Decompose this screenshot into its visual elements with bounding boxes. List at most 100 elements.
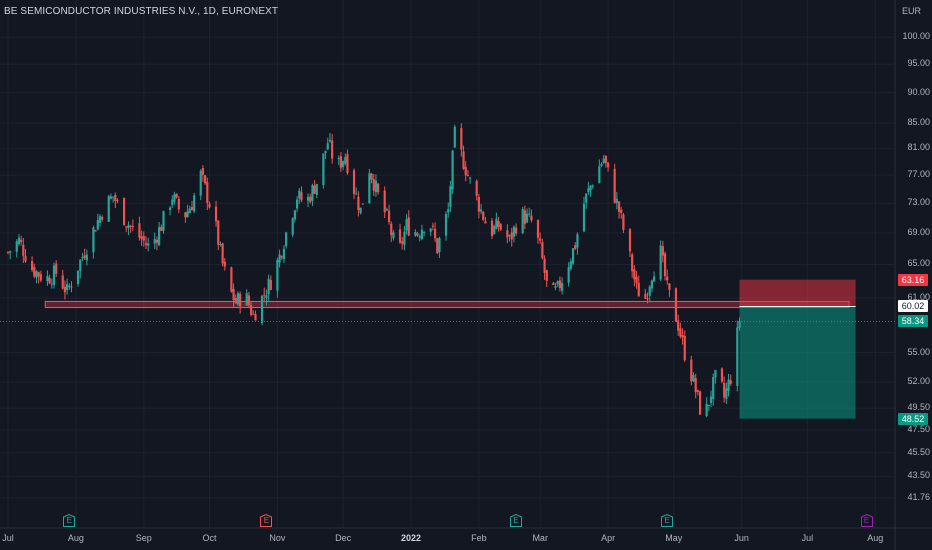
candle-body (24, 256, 27, 262)
candle-body (604, 155, 608, 164)
candle (22, 237, 25, 264)
candle-body (219, 243, 222, 245)
candle (598, 159, 601, 184)
candle-body (637, 282, 640, 297)
candle-body (431, 225, 434, 227)
candle (70, 281, 73, 293)
candle-body (543, 258, 546, 273)
candle (490, 218, 494, 240)
x-tick-label: Apr (601, 533, 616, 543)
earnings-marker-icon[interactable]: E (63, 514, 76, 527)
candle (466, 170, 470, 177)
candle-body (617, 201, 621, 212)
candle-body (254, 314, 257, 321)
candle (705, 397, 708, 418)
candle (495, 212, 498, 230)
candle-body (368, 173, 371, 204)
candle (265, 289, 268, 306)
candle-body (469, 177, 472, 179)
candle-body (328, 139, 332, 142)
candle (280, 255, 283, 260)
candle-body (359, 207, 362, 214)
candle-body (416, 233, 419, 236)
candle (591, 184, 594, 190)
candle-body (355, 193, 358, 195)
candle (536, 219, 540, 244)
candle-body (460, 128, 463, 150)
candle-body (76, 270, 80, 284)
price-badge: 63.16 (898, 273, 928, 286)
candle (37, 271, 40, 284)
candle (122, 197, 126, 226)
candle (423, 231, 426, 237)
candle-body (582, 203, 586, 232)
candle-body (433, 228, 437, 239)
candle-body (155, 239, 159, 243)
candle (92, 225, 95, 259)
y-tick-label: 41.76 (907, 491, 930, 502)
candle (374, 174, 378, 197)
candle (648, 284, 651, 303)
candle (79, 259, 82, 279)
candle-body (561, 282, 564, 291)
earnings-marker-icon[interactable]: E (860, 514, 873, 527)
candle (567, 262, 570, 287)
candle-body (142, 236, 145, 241)
price-badge: 48.52 (898, 412, 928, 425)
candle (604, 155, 608, 168)
candle-body (186, 211, 189, 217)
candle-body (206, 181, 209, 203)
earnings-marker-icon[interactable]: E (260, 514, 273, 527)
candle-body (6, 252, 10, 254)
candle-body (177, 199, 180, 210)
candle-body (387, 210, 391, 223)
candle-body (291, 218, 294, 235)
candle (361, 203, 364, 205)
price-badge: 60.02 (898, 300, 928, 313)
candle-body (414, 231, 417, 236)
candle (263, 287, 266, 302)
candle-body (622, 214, 625, 230)
candle (530, 209, 533, 223)
candle (571, 248, 575, 266)
candle-body (438, 238, 441, 253)
drawing-layer[interactable] (44, 279, 856, 419)
candle-body (663, 253, 667, 277)
candle-body (530, 215, 533, 221)
earnings-marker-label: E (66, 516, 72, 525)
candle (142, 231, 145, 247)
stop-loss-zone (739, 279, 856, 307)
candle-body (449, 186, 452, 207)
y-tick-label: 45.50 (907, 446, 930, 457)
candle (613, 163, 616, 204)
candle-body (17, 237, 21, 245)
candle-body (50, 283, 53, 285)
candle (709, 390, 713, 408)
candle (545, 269, 548, 288)
candle-body (285, 232, 288, 247)
candle-body (444, 213, 448, 236)
candle-body (280, 256, 283, 258)
candle (515, 223, 518, 236)
candle-body (52, 265, 56, 285)
symbol-title[interactable]: BE SEMICONDUCTOR INDUSTRIES N.V., 1D, EU… (4, 6, 279, 17)
candle (50, 278, 53, 289)
candle (184, 211, 187, 223)
candle (30, 256, 34, 273)
candle-body (705, 404, 708, 417)
candle (600, 162, 603, 168)
x-tick-label: Jul (2, 533, 14, 543)
candle (359, 207, 362, 215)
earnings-marker-icon[interactable]: E (510, 514, 523, 527)
candle (55, 260, 58, 278)
candle (398, 223, 402, 244)
candle-body (736, 327, 739, 386)
candle-body (175, 193, 178, 198)
candle-body (79, 259, 82, 272)
candle (239, 291, 242, 314)
candle-body (125, 226, 128, 228)
candle-body (339, 156, 342, 168)
candle (298, 188, 301, 204)
earnings-marker-icon[interactable]: E (661, 514, 674, 527)
